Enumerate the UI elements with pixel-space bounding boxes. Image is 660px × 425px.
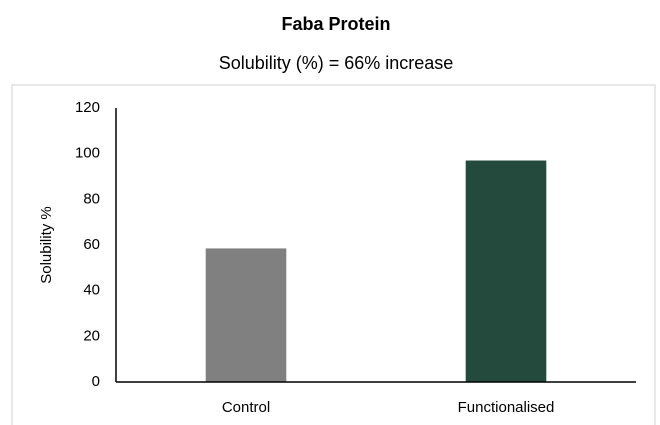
- bar: [465, 160, 547, 382]
- chart-subtitle: Solubility (%) = 66% increase: [219, 53, 454, 73]
- x-tick-label: Functionalised: [458, 399, 555, 416]
- y-tick-label: 40: [83, 282, 100, 299]
- y-tick-label: 60: [83, 236, 100, 253]
- y-tick-label: 120: [75, 99, 100, 116]
- y-tick-label: 20: [83, 327, 100, 344]
- y-tick-label: 0: [92, 373, 100, 390]
- y-tick-label: 80: [83, 190, 100, 207]
- y-tick-label: 100: [75, 145, 100, 162]
- y-axis-label: Solubility %: [38, 206, 55, 284]
- chart-title: Faba Protein: [281, 14, 390, 34]
- x-tick-label: Control: [222, 399, 270, 416]
- bar: [205, 248, 287, 382]
- chart-frame: [11, 84, 656, 425]
